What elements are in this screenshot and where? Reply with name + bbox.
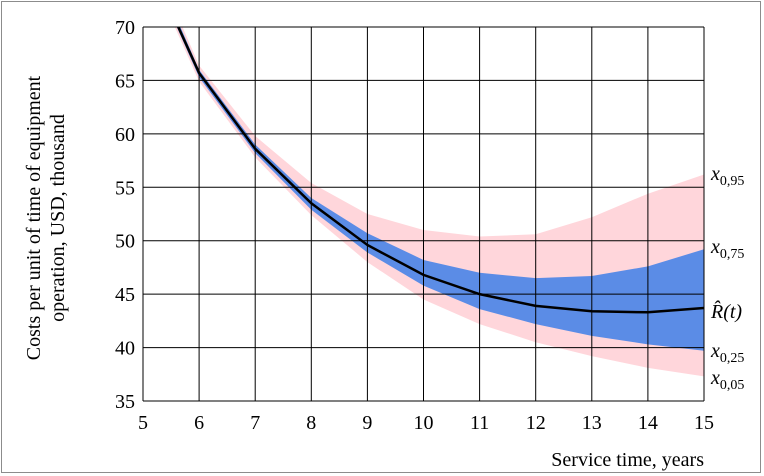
y-axis-label-line1: Costs per unit of time of equipment	[23, 75, 45, 360]
y-tick-label: 70	[115, 17, 135, 39]
x-tick-label: 9	[362, 412, 372, 434]
series-label: x0,75	[710, 236, 744, 262]
y-axis-label-line2: operation, USD, thousand	[47, 114, 69, 322]
x-tick-label: 12	[526, 412, 546, 434]
x-tick-label: 8	[306, 412, 316, 434]
band-x0-25-x0-75	[176, 27, 704, 351]
y-tick-label: 35	[115, 391, 135, 413]
y-tick-label: 40	[115, 338, 135, 360]
x-tick-label: 10	[414, 412, 434, 434]
x-tick-label: 5	[138, 412, 148, 434]
series-label: x0,05	[710, 367, 744, 393]
y-tick-label: 45	[115, 284, 135, 306]
series-label: R̂(t)	[710, 300, 742, 323]
y-tick-label: 65	[115, 70, 135, 92]
x-tick-label: 6	[194, 412, 204, 434]
series-label: x0,25	[710, 340, 744, 366]
x-tick-label: 13	[582, 412, 602, 434]
y-tick-label: 55	[115, 177, 135, 199]
line-r-hat-t	[176, 27, 704, 314]
x-tick-label: 11	[470, 412, 489, 434]
x-axis-label: Service time, years	[551, 449, 704, 471]
y-tick-label: 60	[115, 124, 135, 146]
y-tick-label: 50	[115, 231, 135, 253]
x-tick-label: 7	[250, 412, 260, 434]
x-tick-label: 15	[694, 412, 714, 434]
x-tick-label: 14	[638, 412, 658, 434]
series-label: x0,95	[710, 163, 744, 189]
